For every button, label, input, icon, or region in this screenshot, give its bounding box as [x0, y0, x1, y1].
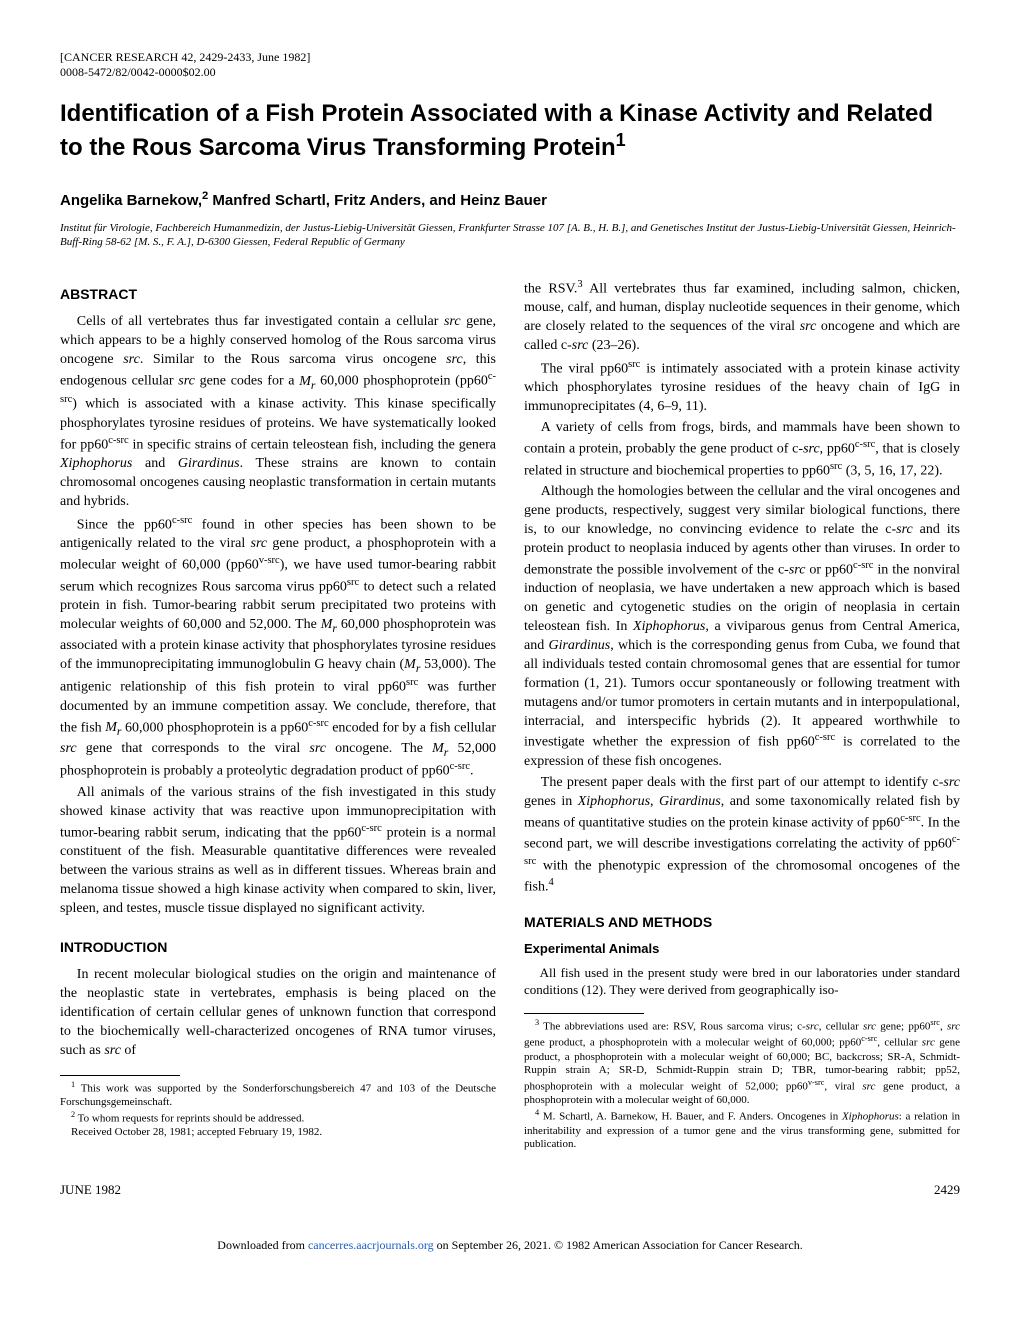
affiliation: Institut für Virologie, Fachbereich Huma… — [60, 221, 960, 250]
download-link[interactable]: cancerres.aacrjournals.org — [308, 1238, 434, 1252]
citation-line-1: [CANCER RESEARCH 42, 2429-2433, June 198… — [60, 50, 960, 65]
footnote-rule-right — [524, 1013, 644, 1014]
abstract-p2: Since the pp60c-src found in other speci… — [60, 514, 496, 782]
abstract-p3: All animals of the various strains of th… — [60, 784, 496, 919]
header-citation: [CANCER RESEARCH 42, 2429-2433, June 198… — [60, 50, 960, 80]
right-p3: A variety of cells from frogs, birds, an… — [524, 419, 960, 481]
footnote-rule-left — [60, 1075, 180, 1076]
right-p4: Although the homologies between the cell… — [524, 483, 960, 772]
download-prefix: Downloaded from — [217, 1238, 308, 1252]
experimental-animals-heading: Experimental Animals — [524, 941, 960, 957]
footer-page-number: 2429 — [934, 1182, 960, 1198]
download-footer: Downloaded from cancerres.aacrjournals.o… — [60, 1238, 960, 1253]
right-p1: the RSV.3 All vertebrates thus far exami… — [524, 278, 960, 356]
article-title: Identification of a Fish Protein Associa… — [60, 98, 960, 163]
right-column: the RSV.3 All vertebrates thus far exami… — [524, 278, 960, 1152]
footnote-4: 4 M. Schartl, A. Barnekow, H. Bauer, and… — [524, 1108, 960, 1152]
footnote-2: 2 To whom requests for reprints should b… — [60, 1110, 496, 1126]
footnote-3: 3 The abbreviations used are: RSV, Rous … — [524, 1018, 960, 1108]
footnote-received: Received October 28, 1981; accepted Febr… — [60, 1126, 496, 1140]
footer-date: JUNE 1982 — [60, 1182, 121, 1198]
authors: Angelika Barnekow,2 Manfred Schartl, Fri… — [60, 189, 960, 211]
citation-line-2: 0008-5472/82/0042-0000$02.00 — [60, 65, 960, 80]
intro-p1: In recent molecular biological studies o… — [60, 966, 496, 1060]
materials-methods-heading: MATERIALS AND METHODS — [524, 914, 960, 932]
two-column-body: ABSTRACT Cells of all vertebrates thus f… — [60, 278, 960, 1152]
intro-heading: INTRODUCTION — [60, 939, 496, 957]
right-p2: The viral pp60src is intimately associat… — [524, 358, 960, 417]
footnote-1: 1 This work was supported by the Sonderf… — [60, 1080, 496, 1110]
right-p5: The present paper deals with the first p… — [524, 774, 960, 898]
abstract-heading: ABSTRACT — [60, 286, 496, 304]
page-footer: JUNE 1982 2429 — [60, 1182, 960, 1198]
download-suffix: on September 26, 2021. © 1982 American A… — [434, 1238, 803, 1252]
left-column: ABSTRACT Cells of all vertebrates thus f… — [60, 278, 496, 1152]
exp-animals-p1: All fish used in the present study were … — [524, 964, 960, 999]
abstract-p1: Cells of all vertebrates thus far invest… — [60, 313, 496, 512]
